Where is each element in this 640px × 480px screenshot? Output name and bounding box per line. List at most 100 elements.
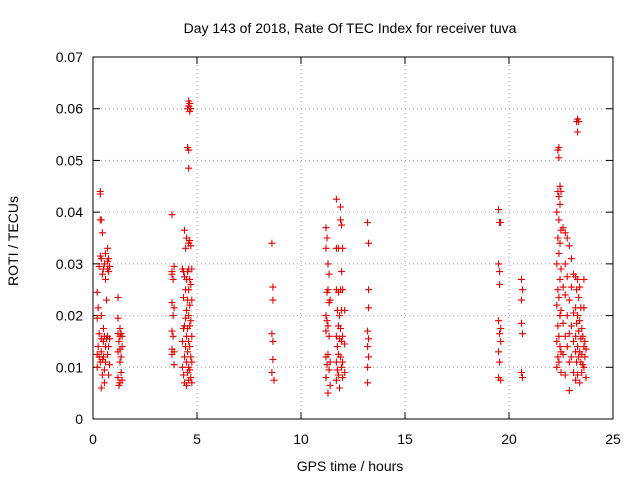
data-points: [93, 97, 590, 397]
data-point: [555, 294, 563, 301]
data-point: [519, 286, 526, 294]
data-point: [98, 229, 106, 237]
data-point: [563, 273, 571, 281]
data-point: [168, 327, 176, 335]
data-point: [322, 312, 330, 320]
data-point: [186, 275, 194, 283]
data-point: [118, 332, 126, 340]
data-point: [555, 144, 563, 151]
data-point: [105, 371, 113, 379]
data-point: [322, 244, 330, 252]
data-point: [365, 335, 373, 343]
data-point: [326, 358, 334, 366]
data-point: [563, 234, 571, 242]
data-point: [186, 100, 194, 107]
data-point: [339, 374, 347, 382]
data-point: [518, 275, 525, 283]
data-point: [565, 358, 573, 366]
data-point: [104, 244, 112, 252]
data-point: [268, 239, 276, 247]
data-point: [188, 265, 196, 273]
data-point: [557, 188, 565, 195]
x-tick-label: 10: [293, 431, 309, 447]
data-point: [561, 371, 569, 379]
data-point: [556, 343, 564, 351]
data-point: [102, 250, 109, 257]
data-point: [94, 343, 102, 351]
data-point: [323, 234, 331, 242]
data-point: [324, 322, 332, 330]
data-point: [268, 330, 276, 338]
data-point: [170, 262, 178, 270]
data-point: [178, 337, 186, 345]
data-point: [180, 294, 187, 301]
data-point: [188, 332, 196, 340]
data-point: [97, 312, 105, 320]
data-point: [169, 312, 177, 320]
data-point: [269, 356, 277, 363]
data-point: [93, 363, 101, 371]
data-point: [99, 353, 107, 361]
data-point: [497, 376, 505, 384]
data-point: [575, 294, 583, 301]
data-point: [324, 389, 332, 397]
data-point: [100, 379, 108, 387]
data-point: [554, 353, 562, 361]
data-point: [98, 371, 106, 379]
data-point: [580, 304, 588, 312]
data-point: [576, 379, 584, 387]
data-point: [105, 343, 113, 351]
data-point: [556, 312, 564, 320]
data-point: [555, 358, 563, 366]
data-point: [324, 260, 332, 268]
data-point: [553, 208, 561, 216]
data-point: [184, 348, 192, 356]
data-point: [332, 376, 340, 384]
data-point: [337, 325, 344, 332]
data-point: [97, 348, 105, 356]
data-point: [567, 353, 575, 361]
data-point: [169, 332, 177, 340]
data-point: [118, 343, 126, 351]
data-point: [185, 146, 193, 154]
plot-frame: [92, 56, 614, 420]
data-point: [104, 350, 112, 358]
x-axis: 0 5 10 15 20 25: [89, 57, 621, 447]
data-point: [268, 369, 276, 376]
data-point: [94, 304, 102, 312]
data-point: [187, 317, 195, 325]
data-point: [364, 363, 372, 371]
data-point: [97, 216, 105, 224]
data-point: [581, 353, 589, 361]
data-point: [559, 350, 567, 358]
data-point: [553, 260, 561, 268]
data-point: [556, 182, 564, 190]
data-point: [553, 301, 561, 309]
data-point: [561, 229, 569, 237]
data-point: [572, 332, 580, 340]
data-point: [554, 234, 562, 242]
y-tick-label: 0.05: [56, 152, 83, 168]
data-point: [332, 358, 340, 366]
data-point: [186, 366, 194, 374]
y-tick-label: 0.01: [56, 359, 83, 375]
data-point: [181, 353, 188, 361]
data-point: [115, 337, 123, 345]
data-point: [555, 250, 563, 257]
data-point: [97, 384, 105, 392]
data-point: [333, 366, 341, 374]
data-point: [570, 309, 577, 317]
data-point: [170, 304, 178, 312]
data-point: [496, 268, 504, 276]
data-point: [496, 358, 504, 366]
y-tick-label: 0.07: [56, 49, 83, 65]
data-point: [270, 376, 278, 384]
data-point: [496, 330, 504, 338]
data-point: [180, 371, 187, 379]
data-point: [183, 306, 191, 314]
data-point: [580, 363, 588, 371]
data-point: [495, 260, 503, 268]
data-point: [495, 206, 503, 214]
data-point: [565, 242, 573, 250]
data-point: [497, 337, 505, 345]
